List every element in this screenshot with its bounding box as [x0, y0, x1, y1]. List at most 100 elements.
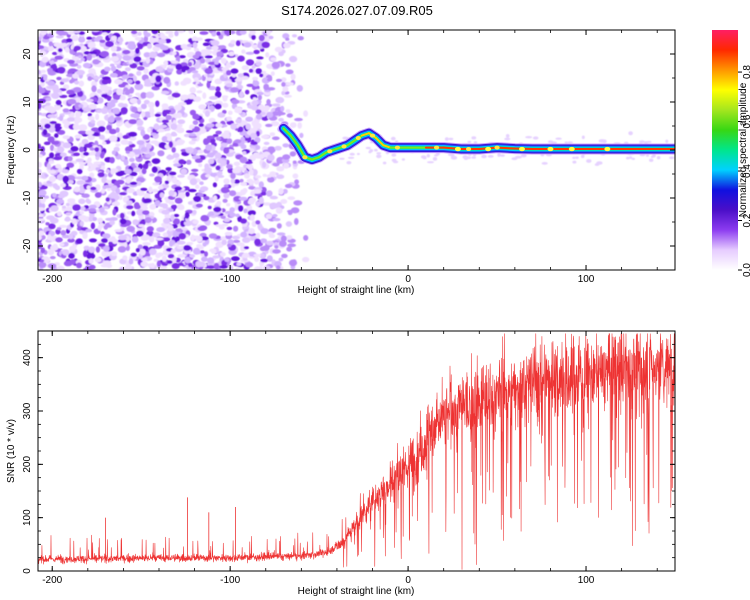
spectrogram-noise-blob — [255, 145, 261, 150]
spectrogram-noise-blob — [85, 107, 92, 112]
spectrogram-noise-blob — [100, 152, 105, 159]
spectrogram-noise-blob — [170, 123, 178, 130]
spectrogram-noise-blob — [93, 76, 101, 80]
spectrogram-noise-blob — [287, 211, 293, 216]
spectrogram-x-tick-label: 0 — [405, 274, 411, 285]
spectrogram-noise-blob — [143, 83, 153, 87]
spectrogram-noise-blob — [155, 100, 160, 107]
spectrogram-noise-blob — [263, 265, 271, 270]
spectrogram-noise-blob — [104, 66, 111, 72]
spectrogram-noise-blob — [271, 103, 281, 107]
spectrogram-noise-blob — [247, 210, 256, 216]
spectrogram-faint-speckle — [572, 156, 576, 159]
spectrogram-noise-blob — [140, 187, 148, 191]
spectrogram-noise-blob — [62, 84, 70, 90]
spectrogram-noise-blob — [91, 127, 99, 132]
spectrogram-noise-blob — [278, 188, 284, 195]
spectrogram-noise-blob — [221, 67, 230, 71]
spectrogram-noise-blob — [78, 161, 87, 166]
spectrogram-noise-blob — [284, 183, 293, 189]
spectrogram-noise-blob — [164, 180, 169, 185]
spectrogram-noise-blob — [53, 156, 62, 161]
spectrogram-noise-blob — [147, 127, 152, 133]
spectrogram-ridge — [278, 122, 675, 166]
spectrogram-noise-blob — [136, 188, 141, 196]
spectrogram-noise-blob — [282, 154, 291, 160]
spectrogram-faint-speckle — [391, 153, 397, 157]
spectrogram-noise-blob — [249, 68, 254, 73]
spectrogram-noise-blob — [87, 157, 92, 163]
spectrogram-noise-blob — [86, 53, 93, 61]
spectrogram-noise-blob — [167, 65, 176, 69]
spectrogram-noise-blob — [213, 195, 218, 202]
spectrogram-noise-blob — [226, 116, 232, 121]
spectrogram-noise-blob — [266, 111, 274, 118]
spectrogram-noise-blob — [236, 107, 243, 114]
spectrogram-noise-blob — [120, 139, 129, 145]
spectrogram-noise-blob — [126, 205, 134, 210]
spectrogram-y-tick-label: 20 — [22, 48, 33, 60]
spectrogram-noise-blob — [226, 70, 232, 76]
spectrogram-noise-blob — [79, 211, 85, 215]
spectrogram-noise-blob — [191, 138, 197, 142]
spectrogram-noise-blob — [205, 123, 215, 128]
spectrogram-noise-blob — [195, 184, 200, 189]
snr-y-ticks: 0 100 200 300 400 — [22, 330, 675, 574]
spectrogram-noise-blob — [231, 235, 241, 240]
spectrogram-noise-blob — [226, 62, 231, 68]
spectrogram-noise-blob — [73, 30, 81, 34]
spectrogram-faint-speckle — [471, 156, 477, 159]
spectrogram-noise-blob — [121, 74, 130, 80]
spectrogram-noise-blob — [226, 138, 233, 145]
spectrogram-noise-blob — [38, 161, 42, 168]
spectrogram-noise-blob — [191, 155, 201, 160]
spectrogram-noise-blob — [272, 111, 281, 116]
spectrogram-noise-blob — [262, 202, 272, 206]
spectrogram-noise-blob — [87, 76, 93, 81]
spectrogram-noise-blob — [60, 230, 67, 236]
spectrogram-noise-blob — [251, 44, 259, 49]
spectrogram-noise-blob — [178, 102, 187, 106]
spectrogram-noise-blob — [200, 58, 206, 64]
spectrogram-noise-blob — [139, 220, 146, 226]
spectrogram-faint-speckle — [432, 157, 438, 161]
spectrogram-noise-blob — [142, 210, 150, 216]
spectrogram-noise-blob — [167, 224, 174, 232]
spectrogram-noise-blob — [40, 146, 45, 153]
spectrogram-noise-blob — [278, 240, 287, 247]
spectrogram-noise-blob — [184, 256, 191, 264]
spectrogram-noise-blob — [167, 136, 172, 142]
spectrogram-noise-blob — [237, 205, 244, 212]
spectrogram-noise-blob — [129, 157, 135, 163]
spectrogram-noise-blob — [242, 188, 248, 194]
spectrogram-noise-blob — [86, 98, 94, 102]
spectrogram-noise-blob — [62, 135, 70, 140]
spectrogram-noise-blob — [178, 232, 187, 240]
spectrogram-noise-blob — [234, 267, 241, 270]
spectrogram-noise-blob — [177, 253, 187, 258]
spectrogram-faint-speckle — [669, 156, 675, 160]
spectrogram-noise-blob — [284, 94, 292, 98]
spectrogram-noise-blob — [172, 51, 177, 56]
spectrogram-faint-speckle — [646, 154, 649, 157]
spectrogram-noise-blob — [143, 192, 151, 200]
spectrogram-noise-blob — [251, 34, 256, 40]
spectrogram-ridge-core — [346, 139, 356, 147]
spectrogram-noise-blob — [260, 238, 268, 244]
spectrogram-noise-blob — [211, 31, 217, 37]
spectrogram-noise-blob — [111, 52, 117, 58]
spectrogram-noise-blob — [201, 51, 208, 57]
spectrogram-noise-blob — [265, 213, 273, 219]
spectrogram-noise-blob — [142, 242, 151, 246]
spectrogram-noise-blob — [207, 257, 215, 264]
spectrogram-noise-blob — [72, 123, 80, 131]
spectrogram-noise-blob — [228, 264, 234, 270]
spectrogram-noise-blob — [204, 67, 213, 75]
spectrogram-noise-blob — [62, 249, 70, 256]
spectrogram-noise-blob — [50, 245, 59, 251]
spectrogram-noise-blob — [67, 198, 76, 204]
colorbar-tick-label: 0.8 — [742, 65, 750, 79]
spectrogram-noise-blob — [205, 46, 214, 50]
spectrogram-faint-speckle — [602, 139, 607, 144]
spectrogram-noise-blob — [205, 174, 211, 178]
